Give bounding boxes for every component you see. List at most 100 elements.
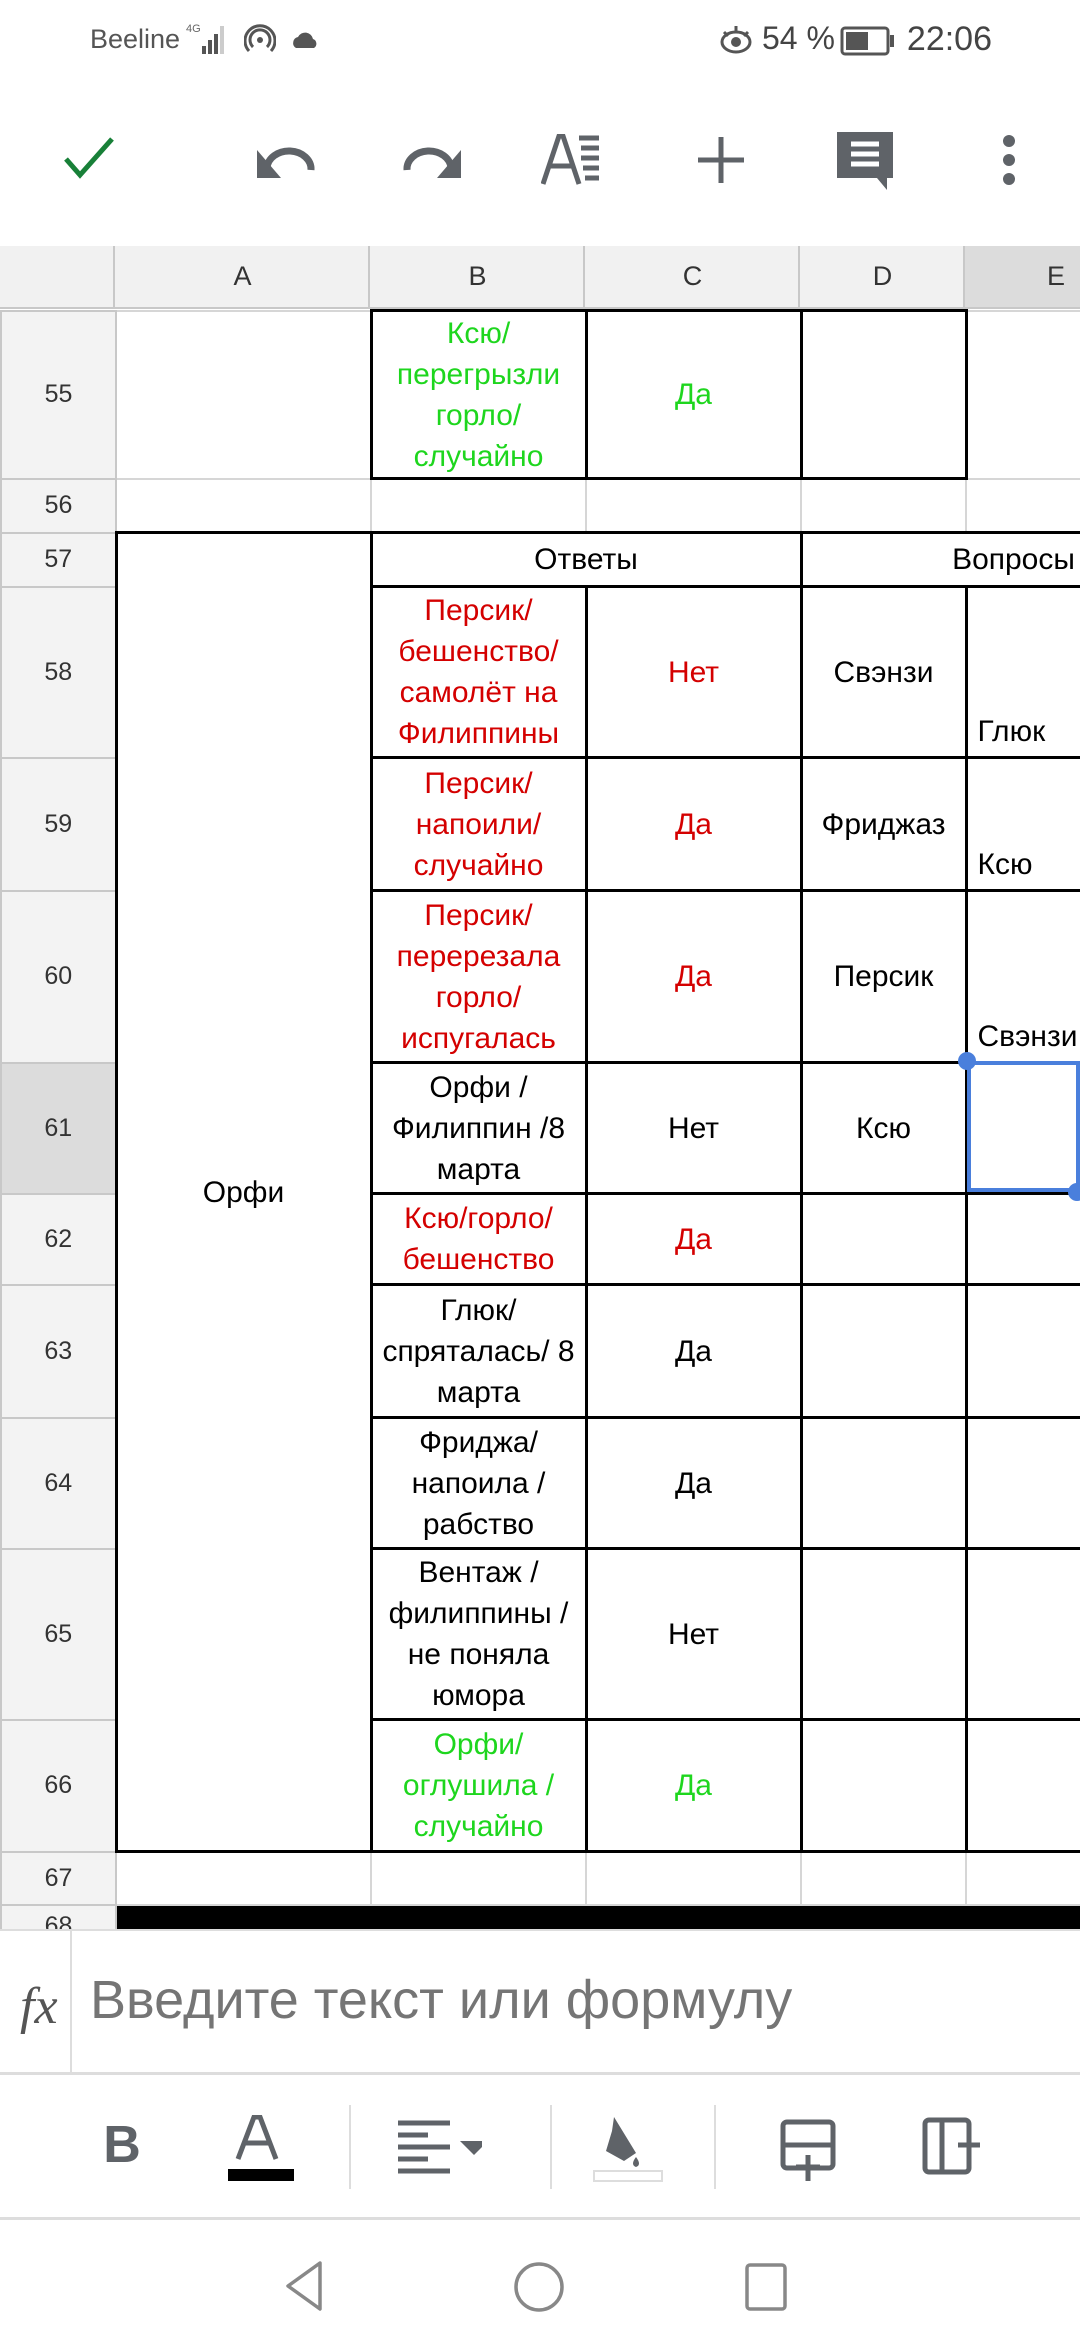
table-row: 66 Орфи/ оглушила / случайно Да xyxy=(0,1718,1080,1853)
cell-e58[interactable]: Глюк xyxy=(964,585,1080,759)
redo-button[interactable] xyxy=(396,125,466,195)
cell-a67[interactable] xyxy=(115,1850,372,1906)
row-header[interactable]: 59 xyxy=(0,756,117,892)
row-header[interactable]: 58 xyxy=(0,585,117,759)
cell-d67[interactable] xyxy=(800,1850,967,1906)
row-header[interactable]: 64 xyxy=(0,1416,117,1550)
cell-d62[interactable] xyxy=(799,1192,968,1286)
table-row: 65 Вентаж / филиппины / не поняла юмора … xyxy=(0,1547,1080,1721)
cell-e66[interactable] xyxy=(964,1718,1080,1853)
cell-b67[interactable] xyxy=(370,1850,587,1906)
cell-d61[interactable]: Ксю xyxy=(799,1061,968,1195)
cell-e56[interactable] xyxy=(965,477,1080,534)
selection-handle-top-left[interactable] xyxy=(958,1052,976,1070)
row-header[interactable]: 60 xyxy=(0,889,117,1064)
system-nav-bar xyxy=(0,2220,1080,2340)
text-color-icon[interactable] xyxy=(226,2115,296,2185)
insert-button[interactable] xyxy=(686,125,756,195)
cell-c58[interactable]: Нет xyxy=(584,585,803,759)
column-header-d[interactable]: D xyxy=(798,246,965,307)
row-header[interactable]: 63 xyxy=(0,1283,117,1419)
cell-c62[interactable]: Да xyxy=(584,1192,803,1286)
more-options-button[interactable] xyxy=(974,125,1044,195)
cell-b65[interactable]: Вентаж / филиппины / не поняла юмора xyxy=(369,1547,588,1721)
cell-b60[interactable]: Персик/ перерезала горло/ испугалась xyxy=(369,889,588,1064)
cell-b56[interactable] xyxy=(370,477,587,534)
row-header[interactable]: 56 xyxy=(0,477,117,534)
fill-color-icon[interactable] xyxy=(592,2115,670,2185)
cell-c65[interactable]: Нет xyxy=(584,1547,803,1721)
cell-c59[interactable]: Да xyxy=(584,756,803,892)
column-header-e[interactable]: E xyxy=(963,246,1080,307)
cell-e64[interactable] xyxy=(964,1416,1080,1550)
cell-c56[interactable] xyxy=(585,477,802,534)
confirm-button[interactable] xyxy=(55,125,125,195)
column-header-b[interactable]: B xyxy=(368,246,585,307)
text-format-button[interactable] xyxy=(538,125,608,195)
cell-d58[interactable]: Свэнзи xyxy=(799,585,968,759)
cell-c60[interactable]: Да xyxy=(584,889,803,1064)
cell-d56[interactable] xyxy=(800,477,967,534)
cell-a56[interactable] xyxy=(115,477,372,534)
insert-column-icon[interactable] xyxy=(922,2117,982,2177)
black-row-68[interactable] xyxy=(115,1903,1080,1929)
row-header[interactable]: 67 xyxy=(0,1850,117,1906)
insert-row-icon[interactable] xyxy=(780,2119,840,2183)
cell-b59[interactable]: Персик/ напоили/ случайно xyxy=(369,756,588,892)
cell-c64[interactable]: Да xyxy=(584,1416,803,1550)
cell-c61[interactable]: Нет xyxy=(584,1061,803,1195)
cell-d57-questions-header[interactable]: Вопросы xyxy=(799,531,1080,588)
cell-c55[interactable]: Да xyxy=(584,309,803,480)
table-row: 64 Фриджа/ напоила / рабство Да xyxy=(0,1416,1080,1550)
cell-b62[interactable]: Ксю/горло/ бешенство xyxy=(369,1192,588,1286)
cell-e67[interactable] xyxy=(965,1850,1080,1906)
undo-button[interactable] xyxy=(252,125,322,195)
recents-icon[interactable] xyxy=(744,2262,790,2312)
cell-c63[interactable]: Да xyxy=(584,1283,803,1419)
cell-b58[interactable]: Персик/ бешенство/ самолёт на Филиппины xyxy=(369,585,588,759)
cell-b63[interactable]: Глюк/ спряталась/ 8 марта xyxy=(369,1283,588,1419)
cell-d66[interactable] xyxy=(799,1718,968,1853)
cell-a55[interactable] xyxy=(115,309,372,480)
formula-input[interactable] xyxy=(90,1969,1050,2031)
cell-c66[interactable]: Да xyxy=(584,1718,803,1853)
column-header-a[interactable]: A xyxy=(113,246,370,307)
divider xyxy=(70,1931,72,2075)
row-header[interactable]: 55 xyxy=(0,309,117,480)
cell-e63[interactable] xyxy=(964,1283,1080,1419)
cell-d55[interactable] xyxy=(799,309,968,480)
cell-d65[interactable] xyxy=(799,1547,968,1721)
spreadsheet-grid[interactable]: 55 Ксю/ перегрызли горло/ случайно Да 56… xyxy=(0,309,1080,1929)
cell-e55[interactable] xyxy=(965,309,1080,480)
cell-d60[interactable]: Персик xyxy=(799,889,968,1064)
cell-d63[interactable] xyxy=(799,1283,968,1419)
cell-b57-answers-header[interactable]: Ответы xyxy=(369,531,803,588)
cell-b66[interactable]: Орфи/ оглушила / случайно xyxy=(369,1718,588,1853)
bold-button[interactable]: B xyxy=(103,2116,141,2174)
home-icon[interactable] xyxy=(512,2260,566,2314)
back-icon[interactable] xyxy=(284,2260,324,2312)
selection-handle-bottom-right[interactable] xyxy=(1068,1183,1080,1201)
row-header[interactable]: 61 xyxy=(0,1061,117,1195)
cell-e62[interactable] xyxy=(964,1192,1080,1286)
column-header-c[interactable]: C xyxy=(583,246,800,307)
row-header[interactable]: 68 xyxy=(0,1903,117,1929)
cell-a57-merged[interactable]: Орфи xyxy=(114,531,373,1853)
cell-b64[interactable]: Фриджа/ напоила / рабство xyxy=(369,1416,588,1550)
cell-c67[interactable] xyxy=(585,1850,802,1906)
cell-e65[interactable] xyxy=(964,1547,1080,1721)
row-header[interactable]: 57 xyxy=(0,531,117,588)
cell-b61[interactable]: Орфи / Филиппин /8 марта xyxy=(369,1061,588,1195)
row-header[interactable]: 66 xyxy=(0,1718,117,1853)
comment-button[interactable] xyxy=(830,125,900,195)
comment-icon xyxy=(837,132,893,190)
selected-cell-outline xyxy=(967,1061,1080,1192)
cell-e59[interactable]: Ксю xyxy=(964,756,1080,892)
cell-d64[interactable] xyxy=(799,1416,968,1550)
row-header[interactable]: 62 xyxy=(0,1192,117,1286)
row-header[interactable]: 65 xyxy=(0,1547,117,1721)
cell-e60[interactable]: Свэнзи xyxy=(964,889,1080,1064)
cell-b55[interactable]: Ксю/ перегрызли горло/ случайно xyxy=(369,309,588,480)
align-dropdown-icon[interactable] xyxy=(396,2119,482,2175)
cell-d59[interactable]: Фриджаз xyxy=(799,756,968,892)
